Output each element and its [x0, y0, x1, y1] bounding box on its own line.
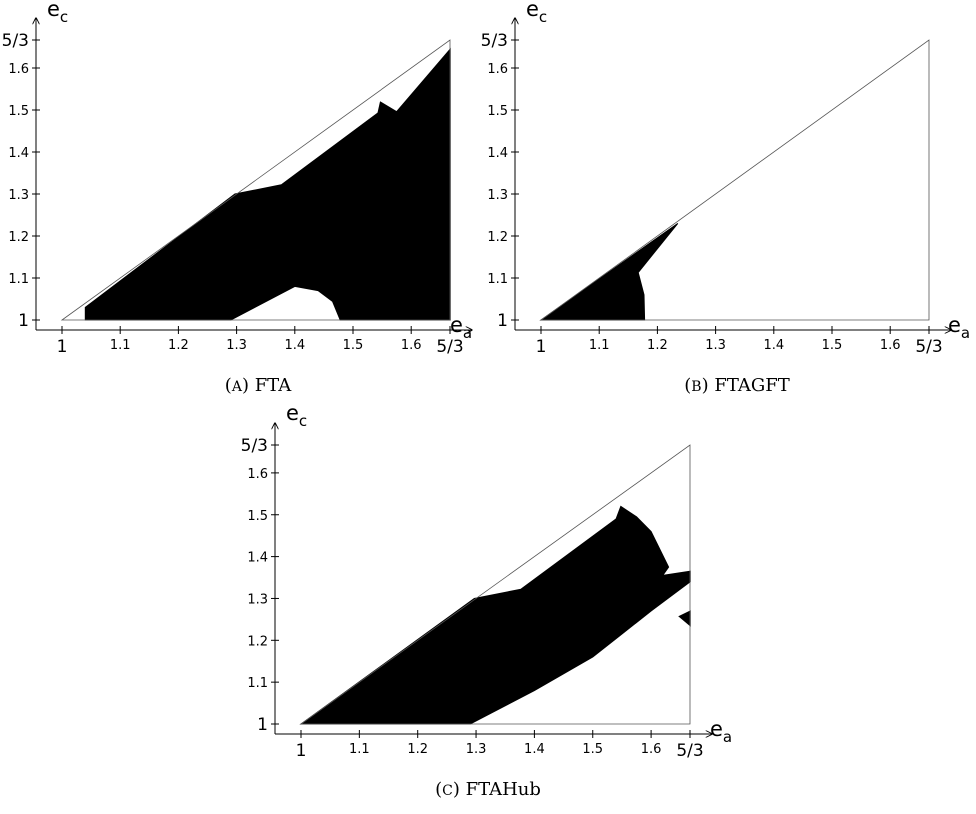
panel-c: 1 1 1.1 1.1 1.2 1.2 1.3 1.3 1.4 1.4 1.5 1.5 1.6 1.6 5/… — [241, 401, 732, 800]
panel-a-y-tick-label: 1.6 — [8, 62, 29, 77]
panel-a-regions — [84, 47, 451, 321]
panel-c-triangle-outline — [299, 444, 691, 725]
panel-b-y-tick-label: 1.3 — [487, 188, 508, 203]
panel-c-x-tick-label: 1.4 — [524, 742, 545, 757]
panel-c-x-tick-label: 1.5 — [582, 742, 603, 757]
panel-c-x-tick-label: 1.6 — [641, 742, 662, 757]
panel-a-y-tick-label: 1.4 — [8, 146, 29, 161]
panel-c-x-axis-label: ea — [710, 717, 732, 746]
panel-a: 1 1 1.1 1.1 1.2 1.2 1.3 1.3 1.4 1.4 1.5 1.5 1.6 1.6 5/… — [2, 0, 472, 396]
panel-c-y-tick-label: 1.4 — [247, 551, 268, 566]
panel-c-y-tick-label: 1.3 — [247, 592, 268, 607]
panel-c-triangle — [299, 444, 691, 725]
panel-a-y-tick-label: 1 — [18, 311, 29, 331]
panel-b-caption: (B) FTAGFT — [684, 375, 789, 396]
panel-b-ticks: 1 1 1.1 1.1 1.2 1.2 1.3 1.3 1.4 1.4 1.5 1.5 1.6 1.6 5/… — [481, 31, 943, 357]
panel-b-y-tick-label: 1.2 — [487, 230, 508, 245]
panel-a-ticks: 1 1 1.1 1.1 1.2 1.2 1.3 1.3 1.4 1.4 1.5 1.5 1.6 1.6 5/… — [2, 31, 464, 357]
panel-b-x-tick-label: 1.1 — [589, 338, 610, 353]
panel-c-x-tick-label: 5/3 — [676, 741, 703, 761]
panel-b-axes — [515, 18, 951, 330]
panel-a-x-tick-label: 1.3 — [226, 338, 247, 353]
panel-a-x-axis-label: ea — [450, 313, 472, 342]
panel-b-x-tick-label: 1.3 — [705, 338, 726, 353]
panel-a-x-tick-label: 1.2 — [168, 338, 189, 353]
panel-b-x-tick-label: 1.4 — [763, 338, 784, 353]
panel-c-y-axis-label: ec — [286, 401, 307, 430]
panel-c-x-tick-label: 1.3 — [466, 742, 487, 757]
panel-a-triangle-outline — [60, 39, 451, 321]
panel-b-y-tick-label: 5/3 — [481, 31, 508, 51]
panel-a-x-tick-label: 5/3 — [436, 337, 463, 357]
panel-c-y-tick-label: 1.6 — [247, 467, 268, 482]
panel-b-triangle-outline — [539, 39, 930, 321]
panel-c-y-tick-label: 5/3 — [241, 436, 268, 456]
panel-c-caption: (C) FTAHub — [435, 779, 541, 800]
panel-a-x-tick-label: 1.5 — [343, 338, 364, 353]
panel-c-y-tick-label: 1.5 — [247, 509, 268, 524]
panel-b-y-tick-label: 1.1 — [487, 272, 508, 287]
panel-b-y-axis-label: ec — [526, 0, 547, 26]
panel-b-y-tick-label: 1.6 — [487, 62, 508, 77]
panel-a-x-tick-label: 1.4 — [284, 338, 305, 353]
panel-a-caption: (A) FTA — [225, 375, 292, 396]
panel-c-x-tick-label: 1 — [296, 741, 307, 761]
panel-b-x-tick-label: 1.5 — [822, 338, 843, 353]
panel-c-region-1 — [678, 610, 691, 627]
panel-c-x-tick-label: 1.1 — [349, 742, 370, 757]
panel-a-x-tick-label: 1 — [57, 337, 68, 357]
panel-a-x-tick-label: 1.6 — [401, 338, 422, 353]
panel-b-x-axis-label: ea — [948, 313, 970, 342]
panel-b: 1 1 1.1 1.1 1.2 1.2 1.3 1.3 1.4 1.4 1.5 1.5 1.6 1.6 5/… — [481, 0, 970, 396]
panel-a-y-tick-label: 1.5 — [8, 104, 29, 119]
panel-c-y-tick-label: 1 — [257, 715, 268, 735]
panel-b-y-tick-label: 1.5 — [487, 104, 508, 119]
panel-a-triangle — [60, 39, 451, 321]
panel-a-y-tick-label: 1.1 — [8, 272, 29, 287]
panel-a-region-0 — [84, 47, 451, 321]
panel-b-x-tick-label: 1 — [536, 337, 547, 357]
panel-a-y-tick-label: 1.2 — [8, 230, 29, 245]
panel-a-y-tick-label: 1.3 — [8, 188, 29, 203]
panel-c-y-tick-label: 1.2 — [247, 634, 268, 649]
panel-b-triangle — [539, 39, 930, 321]
panel-b-x-tick-label: 1.2 — [647, 338, 668, 353]
panel-a-y-tick-label: 5/3 — [2, 31, 29, 51]
panel-a-y-axis-label: ec — [47, 0, 68, 26]
panel-b-x-tick-label: 1.6 — [880, 338, 901, 353]
panel-c-ticks: 1 1 1.1 1.1 1.2 1.2 1.3 1.3 1.4 1.4 1.5 1.5 1.6 1.6 5/… — [241, 436, 704, 761]
panel-b-x-tick-label: 5/3 — [915, 337, 942, 357]
panel-c-regions — [299, 505, 691, 725]
panel-c-y-tick-label: 1.1 — [247, 676, 268, 691]
panel-c-x-tick-label: 1.2 — [407, 742, 428, 757]
panel-b-y-tick-label: 1 — [497, 311, 508, 331]
panel-a-x-tick-label: 1.1 — [110, 338, 131, 353]
panel-c-region-0 — [299, 505, 691, 725]
panel-b-y-tick-label: 1.4 — [487, 146, 508, 161]
